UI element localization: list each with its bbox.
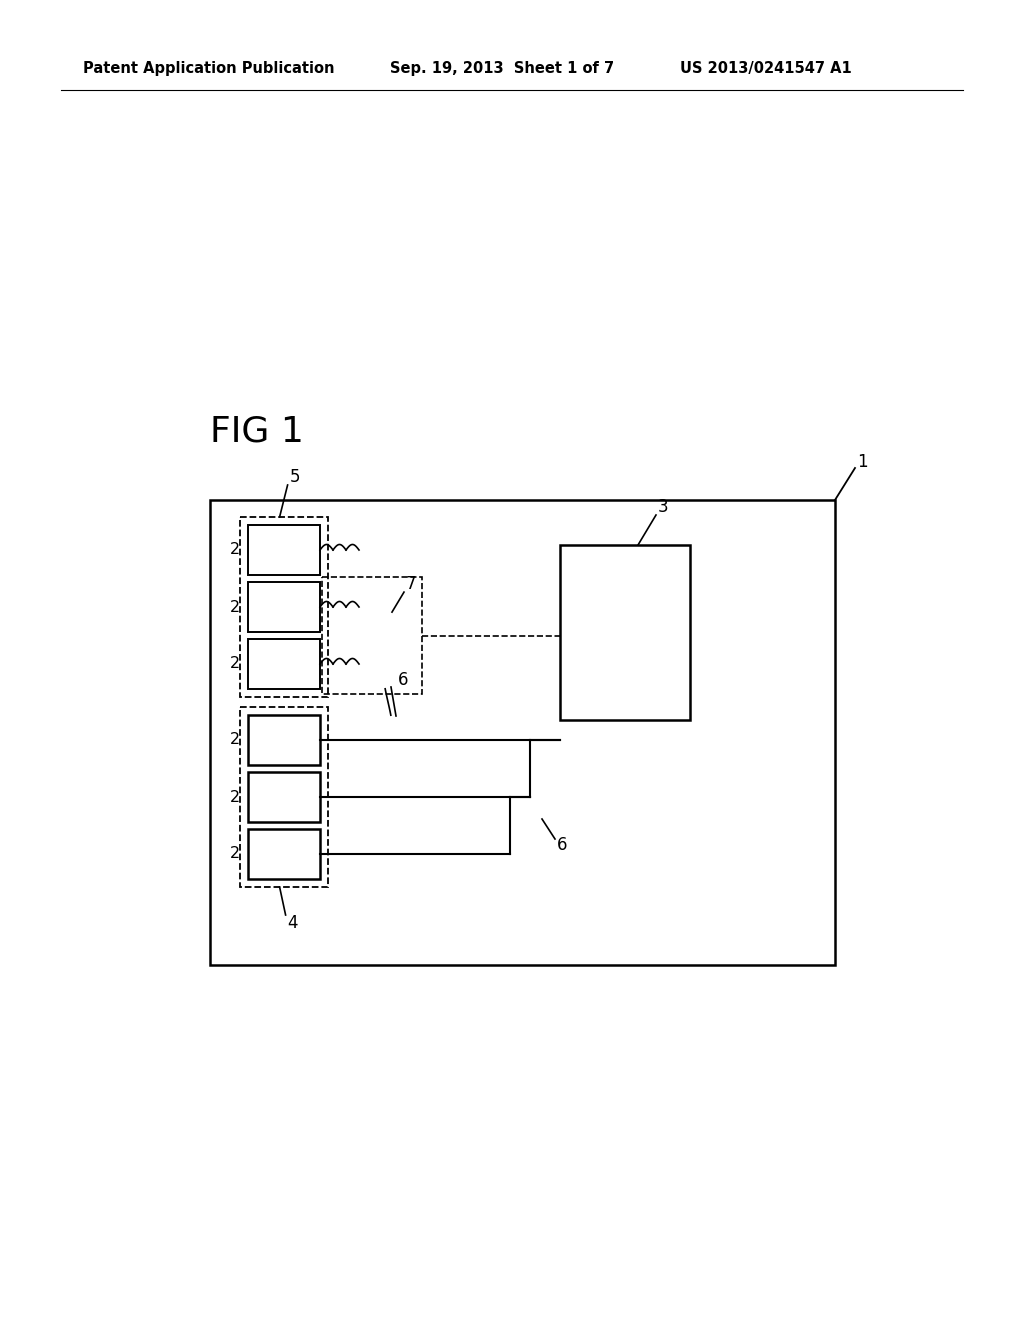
Text: Sep. 19, 2013  Sheet 1 of 7: Sep. 19, 2013 Sheet 1 of 7 [390, 61, 614, 75]
Text: 2: 2 [229, 543, 240, 557]
Bar [248, 715, 319, 766]
Text: 6: 6 [557, 836, 567, 854]
Text: Patent Application Publication: Patent Application Publication [83, 61, 335, 75]
Bar [210, 500, 835, 965]
Bar [248, 582, 319, 632]
Text: 2: 2 [229, 599, 240, 615]
Text: 2: 2 [229, 656, 240, 672]
Text: 4: 4 [288, 913, 298, 932]
Text: FIG 1: FIG 1 [210, 414, 304, 449]
Text: 5: 5 [290, 469, 300, 486]
Text: 7: 7 [406, 576, 417, 593]
Bar [240, 517, 328, 697]
Bar [322, 577, 422, 694]
Bar [248, 772, 319, 822]
Text: US 2013/0241547 A1: US 2013/0241547 A1 [680, 61, 852, 75]
Bar [560, 545, 690, 719]
Text: 3: 3 [658, 498, 669, 516]
Bar [240, 708, 328, 887]
Text: 6: 6 [398, 671, 409, 689]
Bar [248, 829, 319, 879]
Bar [248, 525, 319, 576]
Text: 2: 2 [229, 846, 240, 862]
Bar [248, 639, 319, 689]
Text: 2: 2 [229, 733, 240, 747]
Text: 1: 1 [857, 453, 867, 471]
Text: 2: 2 [229, 789, 240, 804]
